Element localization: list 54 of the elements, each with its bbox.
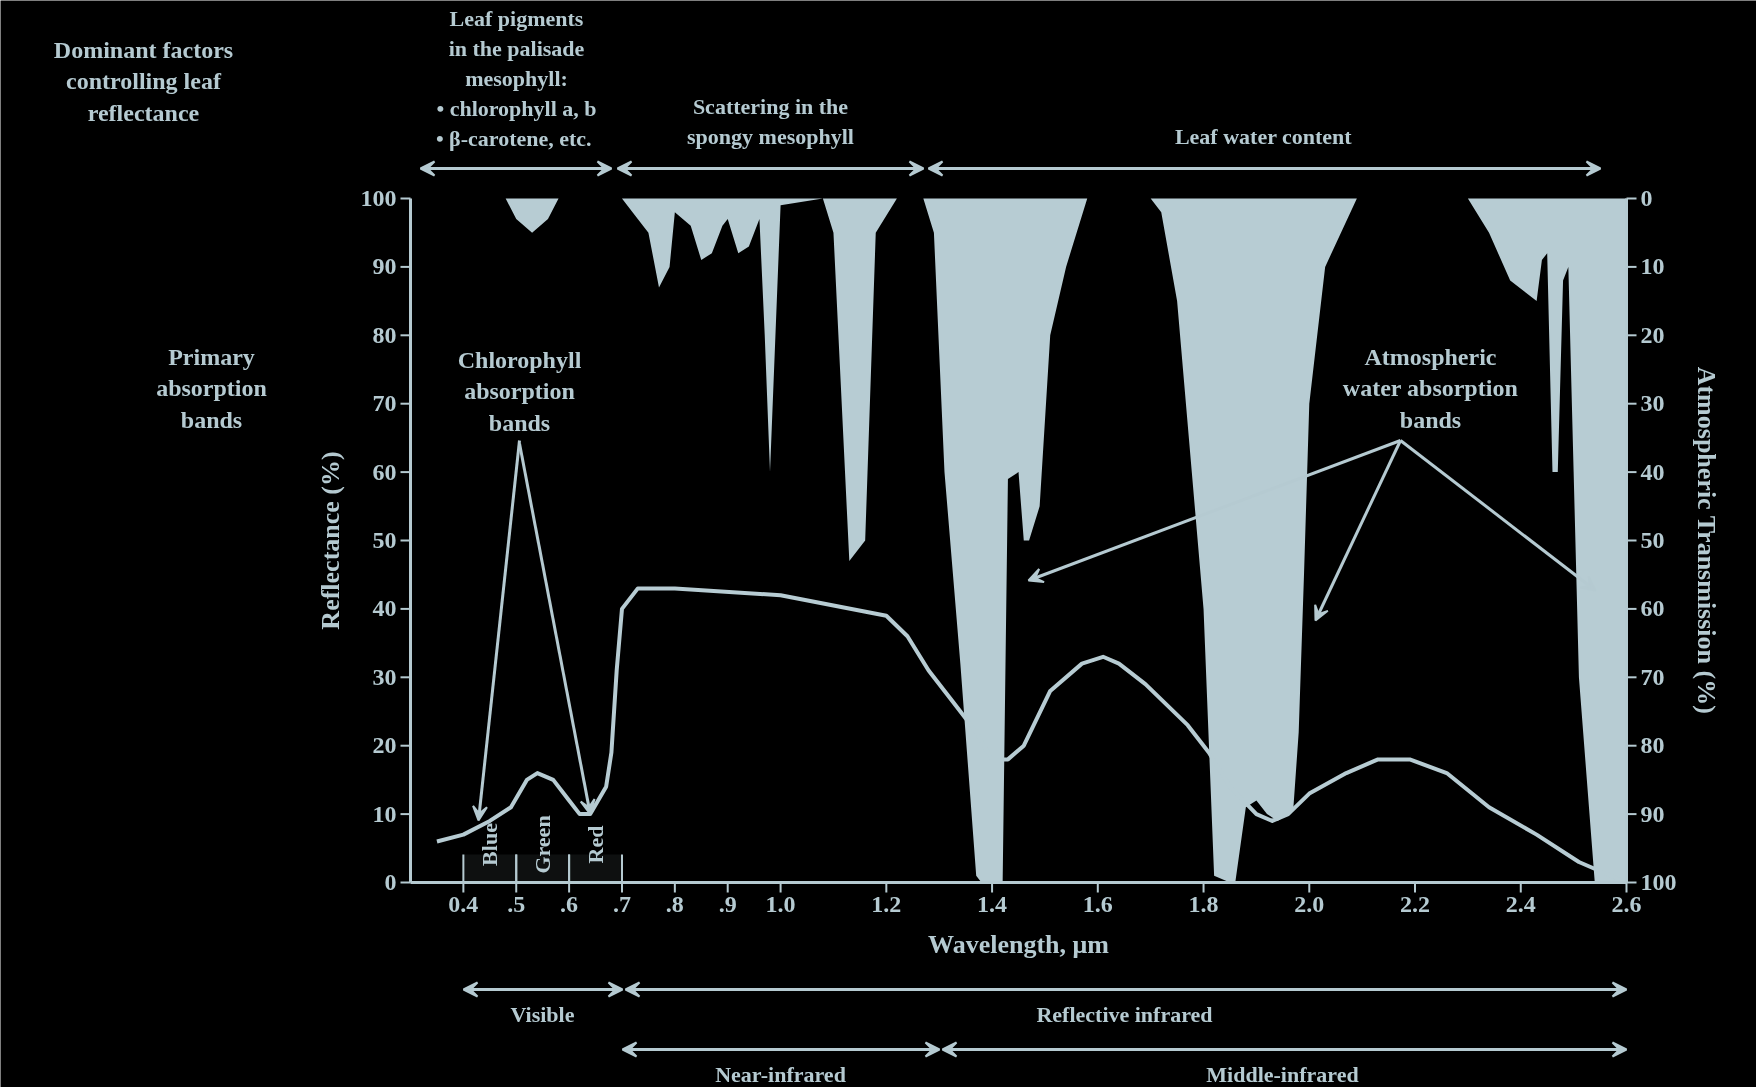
x-tick-label: .7 [612, 890, 631, 917]
y2-tick-label: 60 [1640, 595, 1665, 622]
text: Middle-infrared [1206, 1062, 1359, 1087]
y-tick-label: 40 [372, 595, 397, 622]
y2-tick-label: 80 [1640, 732, 1665, 759]
y-tick-label: 80 [372, 321, 397, 348]
x-tick-label: 2.0 [1294, 890, 1325, 917]
x-tick-label: 1.0 [765, 890, 796, 917]
y-axis-title: Reflectance (%) [316, 451, 345, 630]
y-tick-label: 100 [360, 185, 397, 211]
text: Dominant factors controlling leaf reflectance [53, 37, 234, 126]
x-tick-label: .5 [507, 890, 526, 917]
y-tick-label: 20 [372, 732, 397, 759]
text: Near-infrared [715, 1062, 846, 1087]
y2-tick-label: 30 [1640, 390, 1665, 417]
x-tick-label: 2.4 [1505, 890, 1536, 917]
x-tick-label: 1.6 [1082, 890, 1113, 917]
y-tick-label: 30 [372, 663, 397, 690]
band-label: Green [530, 815, 556, 874]
y-tick-label: 50 [372, 527, 397, 553]
x-tick-label: 1.4 [977, 890, 1008, 917]
text: Primary absorption bands [156, 344, 267, 433]
text: Leaf water content [1174, 124, 1353, 149]
x-tick-label: .6 [560, 890, 579, 917]
y2-tick-label: 90 [1640, 800, 1665, 827]
y-tick-label: 70 [372, 390, 397, 417]
y2-tick-label: 100 [1640, 869, 1677, 895]
x-tick-label: 0.4 [448, 890, 479, 917]
x-tick-label: .8 [665, 890, 684, 917]
y2-axis-title: Atmospheric Transmission (%) [1692, 366, 1721, 714]
band-label: Red [583, 825, 609, 864]
annotation: Atmospheric water absorption bands [1342, 344, 1518, 433]
x-tick-label: 1.2 [871, 890, 902, 917]
y-tick-label: 10 [372, 800, 397, 827]
y2-tick-label: 70 [1640, 663, 1665, 690]
x-tick-label: 2.2 [1400, 890, 1431, 917]
text: Scattering in the spongy mesophyll [687, 94, 854, 149]
x-tick-label: 2.6 [1611, 890, 1642, 917]
y2-tick-label: 50 [1640, 527, 1665, 553]
y2-tick-label: 20 [1640, 321, 1665, 348]
text: Reflective infrared [1036, 1002, 1213, 1027]
y-tick-label: 60 [372, 458, 397, 485]
y2-tick-label: 0 [1640, 185, 1653, 211]
text: Leaf pigments in the palisade mesophyll: • chlorophyll a, b • β-carotene, etc. [435, 6, 597, 151]
y-tick-label: 0 [384, 869, 397, 895]
text: Visible [510, 1002, 575, 1027]
x-axis-title: Wavelength, μm [928, 930, 1110, 959]
annotation: Chlorophyll absorption bands [457, 347, 582, 436]
y2-tick-label: 40 [1640, 458, 1665, 485]
y-tick-label: 90 [372, 253, 397, 280]
band-label: Blue [477, 822, 503, 866]
x-tick-label: .9 [718, 890, 737, 917]
x-tick-label: 1.8 [1188, 890, 1219, 917]
y2-tick-label: 10 [1640, 253, 1665, 280]
